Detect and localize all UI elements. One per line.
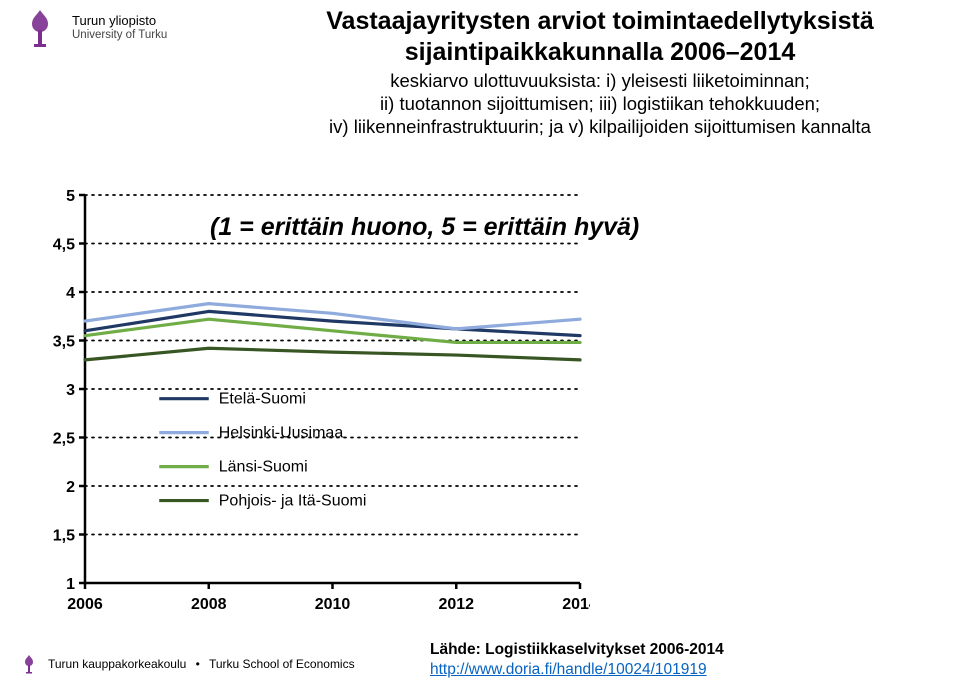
y-tick-label: 5 — [66, 188, 75, 205]
legend-label: Etelä-Suomi — [219, 391, 306, 408]
footer-text: Turun kauppakorkeakoulu • Turku School o… — [48, 657, 355, 671]
legend-label: Länsi-Suomi — [219, 459, 308, 476]
logo-text: Turun yliopisto University of Turku — [72, 14, 167, 42]
line-chart: 1 1,5 2 2,5 3 3,5 4 4,5 5 2006 2008 2010 2012 2014 Ete… — [30, 185, 590, 625]
source-label: Lähde: Logistiikkaselvitykset 2006-2014 — [430, 640, 724, 659]
y-tick-label: 1 — [66, 576, 75, 593]
logo-line-2: University of Turku — [72, 29, 167, 42]
y-tick-label: 2,5 — [53, 431, 75, 448]
subtitle-2: ii) tuotannon sijoittumisen; iii) logist… — [260, 92, 940, 115]
torch-icon — [18, 6, 62, 50]
slide: Turun yliopisto University of Turku Vast… — [0, 0, 960, 689]
x-tick-label: 2008 — [191, 596, 227, 613]
subtitle-1: keskiarvo ulottuvuuksista: i) yleisesti … — [260, 69, 940, 92]
y-tick-label: 1,5 — [53, 528, 75, 545]
y-tick-label: 4,5 — [53, 237, 75, 254]
legend-label: Helsinki-Uusimaa — [219, 425, 344, 442]
bullet-icon: • — [196, 657, 200, 671]
x-tick-label: 2006 — [67, 596, 103, 613]
source-link[interactable]: http://www.doria.fi/handle/10024/101919 — [430, 661, 707, 678]
y-tick-label: 2 — [66, 479, 75, 496]
title-line-1: Vastaajayritysten arviot toimintaedellyt… — [260, 6, 940, 37]
university-logo: Turun yliopisto University of Turku — [18, 6, 167, 50]
title-block: Vastaajayritysten arviot toimintaedellyt… — [260, 6, 940, 138]
logo-line-1: Turun yliopisto — [72, 14, 167, 29]
footer-b: Turku School of Economics — [209, 657, 355, 671]
source-block: Lähde: Logistiikkaselvitykset 2006-2014 … — [430, 640, 724, 679]
footer: Turun kauppakorkeakoulu • Turku School o… — [18, 653, 355, 675]
x-tick-label: 2014 — [562, 596, 590, 613]
x-tick-label: 2010 — [315, 596, 351, 613]
y-tick-label: 3 — [66, 382, 75, 399]
y-tick-label: 4 — [66, 285, 75, 302]
y-tick-label: 3,5 — [53, 334, 75, 351]
torch-icon — [18, 653, 40, 675]
x-tick-label: 2012 — [438, 596, 474, 613]
subtitle-3: iv) liikenneinfrastruktuurin; ja v) kilp… — [260, 115, 940, 138]
footer-a: Turun kauppakorkeakoulu — [48, 657, 186, 671]
title-line-2: sijaintipaikkakunnalla 2006–2014 — [260, 37, 940, 68]
legend-label: Pohjois- ja Itä-Suomi — [219, 493, 367, 510]
